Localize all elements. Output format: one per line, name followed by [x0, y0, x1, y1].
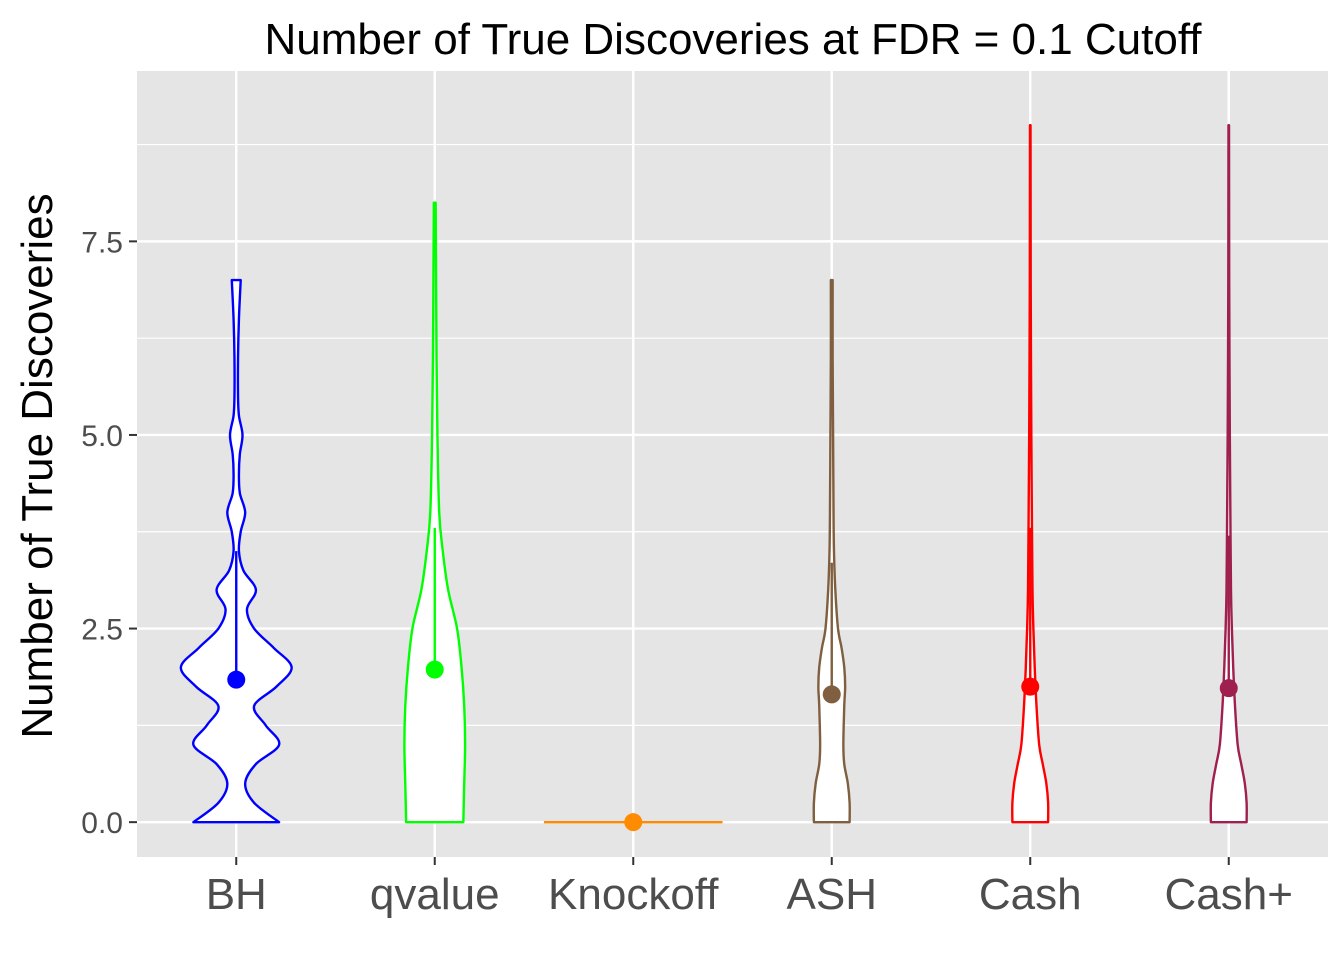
violin-bh [179, 278, 293, 824]
violin-shape [403, 201, 467, 824]
y-tick-label: 2.5 [81, 614, 123, 647]
x-tick-label-cash-: Cash+ [1165, 870, 1293, 919]
x-tick-label-ash: ASH [787, 870, 877, 919]
y-tick-label: 7.5 [81, 226, 123, 259]
violin-ash [812, 278, 851, 824]
y-tick-label: 0.0 [81, 807, 123, 840]
y-axis: 0.0 2.5 5.0 7.5 [81, 226, 137, 840]
plot-panel [137, 71, 1328, 857]
violin-knockoff [543, 813, 723, 832]
violin-cash- [1209, 124, 1248, 824]
mean-point [822, 685, 841, 704]
x-axis: BH qvalue Knockoff ASH Cash Cash+ [206, 857, 1293, 919]
mean-point [1021, 677, 1040, 696]
panel-background [137, 71, 1328, 857]
y-axis-label: Number of True Discoveries [13, 193, 62, 738]
mean-point [425, 660, 444, 679]
violin-cash [1011, 124, 1050, 824]
violins [179, 124, 1248, 832]
violin-shape [1011, 124, 1050, 824]
violin-shape [1209, 124, 1248, 824]
x-tick-label-bh: BH [206, 870, 267, 919]
x-tick-label-cash: Cash [979, 870, 1082, 919]
mean-point [1219, 679, 1238, 698]
x-tick-label-knockoff: Knockoff [548, 870, 719, 919]
violin-shape [812, 278, 851, 824]
mean-point [624, 813, 643, 832]
mean-point [227, 670, 246, 689]
x-tick-label-qvalue: qvalue [370, 870, 500, 919]
chart-title: Number of True Discoveries at FDR = 0.1 … [265, 15, 1203, 64]
y-tick-label: 5.0 [81, 420, 123, 453]
violin-qvalue [403, 201, 467, 824]
